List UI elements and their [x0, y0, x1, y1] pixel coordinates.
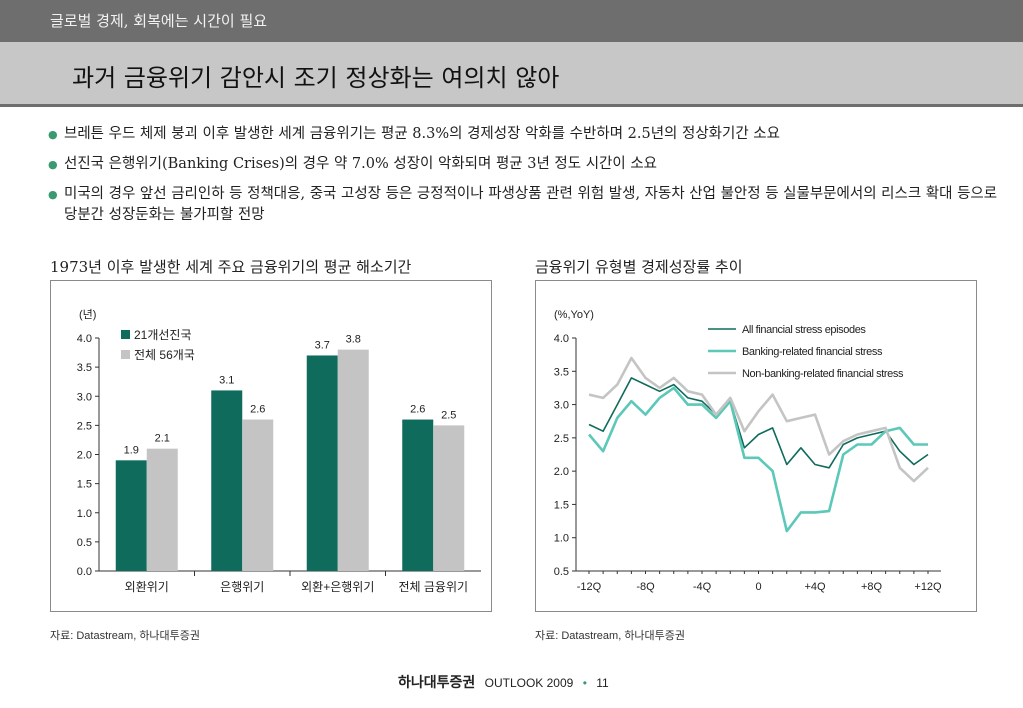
y-tick-label: 2.0	[554, 466, 569, 478]
y-tick-label: 0.0	[77, 566, 92, 578]
bar-value-label: 3.7	[315, 339, 330, 351]
x-tick-label: -8Q	[636, 581, 655, 593]
y-axis-label: (%,YoY)	[554, 309, 594, 321]
legend-label: 21개선진국	[134, 328, 192, 342]
bar-all	[433, 425, 465, 571]
section-title: 글로벌 경제, 회복에는 시간이 필요	[50, 12, 268, 30]
bullet-item: 브레튼 우드 체제 붕괴 이후 발생한 세계 금융위기는 평균 8.3%의 경제…	[48, 124, 1008, 145]
y-tick-label: 3.5	[77, 362, 92, 374]
legend-label: 전체 56개국	[134, 348, 195, 362]
page-title: 과거 금융위기 감안시 조기 정상화는 여의치 않아	[72, 64, 560, 92]
bar-advanced	[211, 390, 243, 571]
bar-value-label: 3.8	[346, 334, 361, 346]
page-number: 11	[596, 676, 609, 690]
footer-report: OUTLOOK 2009	[484, 676, 574, 690]
x-tick-label: -4Q	[693, 581, 712, 593]
y-tick-label: 3.5	[554, 366, 569, 378]
y-tick-label: 1.0	[77, 508, 92, 520]
bar-value-label: 2.6	[250, 404, 265, 416]
x-category-label: 전체 금융위기	[398, 580, 468, 594]
y-tick-label: 2.0	[77, 450, 92, 462]
y-tick-label: 0.5	[554, 566, 569, 578]
x-tick-label: +12Q	[914, 581, 942, 593]
line-chart: 0.5 1.0 1.5 2.0 2.5 3.0 3.5 4.0 -12Q -8Q -4Q 0 +4Q +8…	[554, 309, 942, 593]
y-axis-label: (년)	[79, 308, 96, 321]
bar-all	[242, 419, 274, 571]
bar-value-label: 3.1	[219, 374, 234, 386]
footer-separator: •	[582, 676, 587, 690]
x-category-label: 은행위기	[220, 579, 264, 594]
bar-advanced	[402, 419, 434, 571]
x-tick-label: +4Q	[804, 581, 826, 593]
bar-chart-source: 자료: Datastream, 하나대투증권	[50, 630, 201, 642]
legend-label: All financial stress episodes	[742, 324, 866, 336]
bar-chart: 0.0 0.5 1.0 1.5 2.0 2.5 3.0 3.5 4.0 (년) 외환위기 1.9 2.1…	[77, 308, 481, 594]
section-header-bar: 글로벌 경제, 회복에는 시간이 필요	[0, 0, 1023, 42]
y-tick-label: 4.0	[77, 333, 92, 345]
bar-all	[146, 448, 178, 571]
y-tick-label: 1.0	[554, 533, 569, 545]
line-chart-title: 금융위기 유형별 경제성장률 추이	[535, 258, 743, 276]
bar-value-label: 2.1	[155, 433, 170, 445]
bullet-item: 미국의 경우 앞선 금리인하 등 정책대응, 중국 고성장 등은 긍정적이나 파…	[48, 184, 1008, 226]
y-tick-label: 2.5	[77, 420, 92, 432]
x-tick-label: 0	[755, 581, 761, 593]
series-line-3	[588, 356, 929, 483]
bar-chart-title: 1973년 이후 발생한 세계 주요 금융위기의 평균 해소기간	[50, 258, 412, 276]
x-tick-label: +8Q	[861, 581, 883, 593]
series-line-1	[588, 377, 929, 469]
footer-brand-logo: 하나대투증권	[398, 674, 476, 690]
bullet-list: 브레튼 우드 체제 붕괴 이후 발생한 세계 금융위기는 평균 8.3%의 경제…	[48, 124, 1008, 235]
x-category-label: 외환위기	[125, 580, 169, 594]
bar-all	[337, 349, 369, 571]
bar-value-label: 1.9	[124, 444, 139, 456]
y-tick-label: 0.5	[77, 537, 92, 549]
bar-value-label: 2.5	[441, 409, 456, 421]
bar-advanced	[306, 355, 338, 571]
bar-advanced	[115, 460, 147, 571]
bar-value-label: 2.6	[410, 404, 425, 416]
y-tick-label: 1.5	[77, 479, 92, 491]
y-tick-label: 3.0	[77, 391, 92, 403]
y-tick-label: 2.5	[554, 433, 569, 445]
legend-label: Banking-related financial stress	[742, 346, 883, 358]
y-tick-label: 1.5	[554, 499, 569, 511]
footer: 하나대투증권 OUTLOOK 2009 • 11	[398, 672, 609, 692]
bar-chart-panel: 0.0 0.5 1.0 1.5 2.0 2.5 3.0 3.5 4.0 (년) 외환위기 1.9 2.1…	[50, 280, 492, 612]
y-tick-label: 4.0	[554, 333, 569, 345]
title-bar: 과거 금융위기 감안시 조기 정상화는 여의치 않아	[0, 42, 1023, 104]
legend-swatch	[121, 330, 130, 339]
series-line-2	[588, 386, 928, 533]
x-category-label: 외환+은행위기	[301, 579, 374, 594]
x-tick-label: -12Q	[577, 581, 602, 593]
header-divider	[0, 104, 1023, 107]
y-tick-label: 3.0	[554, 400, 569, 412]
line-chart-source: 자료: Datastream, 하나대투증권	[535, 630, 686, 642]
legend-label: Non-banking-related financial stress	[742, 368, 904, 380]
line-chart-panel: 0.5 1.0 1.5 2.0 2.5 3.0 3.5 4.0 -12Q -8Q -4Q 0 +4Q +8…	[535, 280, 977, 612]
bullet-item: 선진국 은행위기(Banking Crises)의 경우 약 7.0% 성장이 …	[48, 154, 1008, 175]
legend-swatch	[121, 350, 130, 359]
